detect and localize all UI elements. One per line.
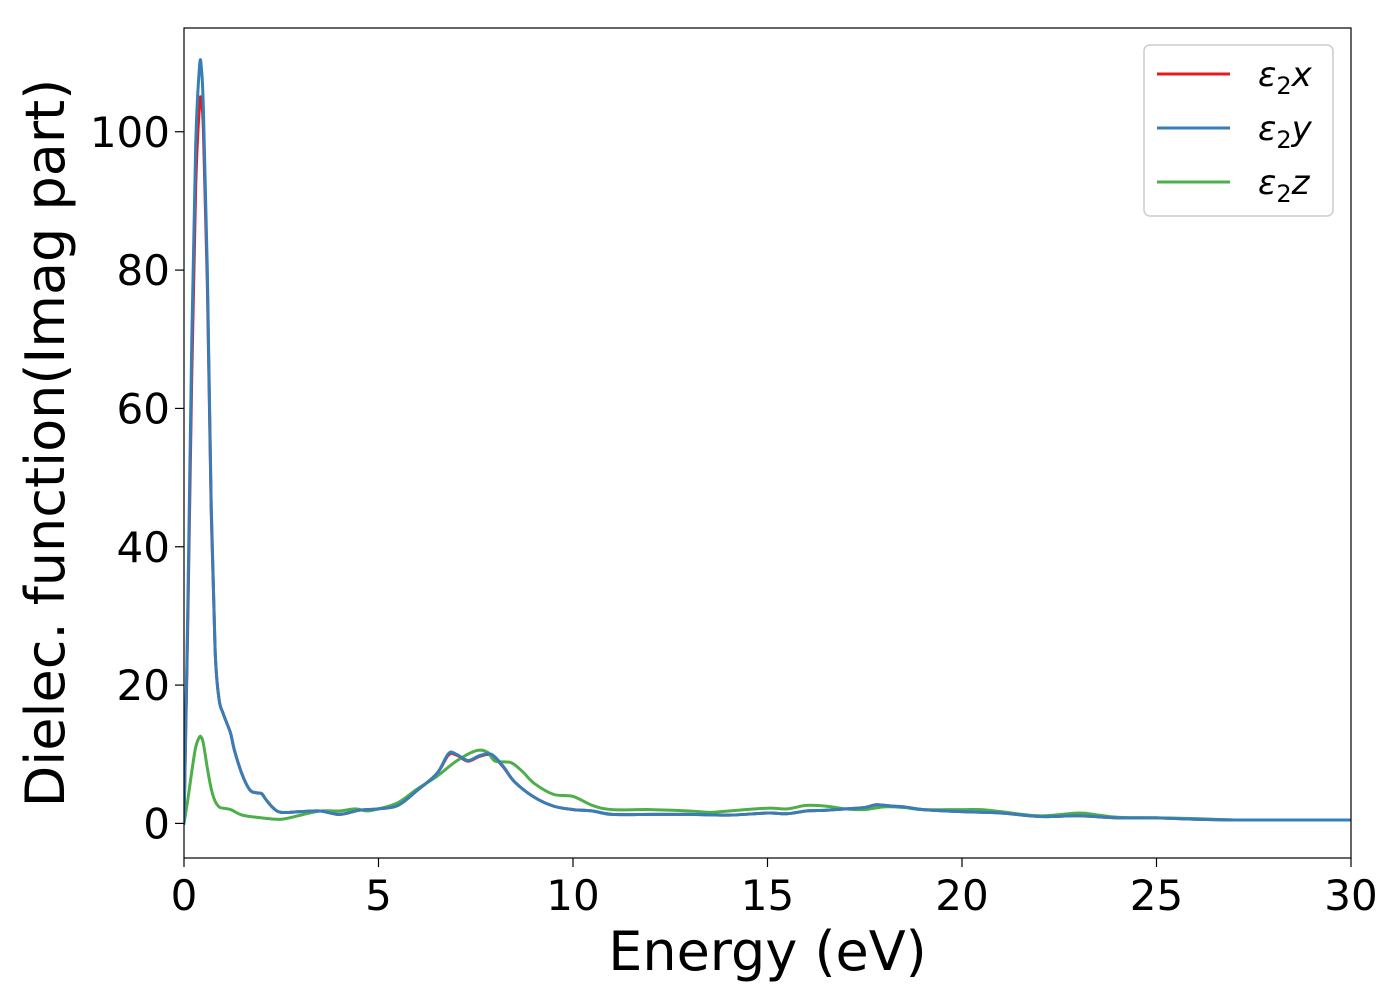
legend-label-z: ε2z: [1258, 163, 1311, 208]
legend-label-subscript: 2: [1276, 180, 1291, 208]
y-tick-label: 0: [143, 799, 170, 848]
legend-label-subscript: 2: [1276, 126, 1291, 154]
legend-label-base: ε: [1258, 109, 1276, 149]
y-tick-label: 100: [90, 108, 170, 157]
x-tick-label: 30: [1324, 871, 1377, 920]
x-axis-title: Energy (eV): [608, 920, 927, 983]
y-tick-label: 60: [117, 384, 170, 433]
legend-label-suffix: x: [1291, 55, 1313, 95]
y-tick-label: 40: [117, 523, 170, 572]
series-layer: [184, 58, 1351, 825]
legend-label-y: ε2y: [1258, 109, 1313, 154]
legend-label-base: ε: [1258, 55, 1276, 95]
legend-label-suffix: z: [1291, 163, 1311, 203]
x-tick-label: 0: [171, 871, 198, 920]
y-axis-title: Dielec. function(Imag part): [14, 79, 77, 808]
ticks-layer: 0 5 10 15 20 25 30 0 20 40 60 80 100: [90, 108, 1378, 920]
legend-box: [1143, 44, 1334, 217]
legend-label-subscript: 2: [1276, 72, 1291, 100]
x-tick-label: 5: [365, 871, 392, 920]
legend-label-x: ε2x: [1258, 55, 1313, 100]
y-tick-label: 80: [117, 246, 170, 295]
legend-label-base: ε: [1258, 163, 1276, 203]
x-tick-label: 25: [1130, 871, 1183, 920]
x-tick-label: 20: [935, 871, 988, 920]
y-tick-label: 20: [117, 661, 170, 710]
series-line-y: [184, 58, 1351, 825]
x-tick-label: 10: [546, 871, 599, 920]
legend-label-suffix: y: [1291, 109, 1313, 149]
x-tick-label: 15: [741, 871, 794, 920]
